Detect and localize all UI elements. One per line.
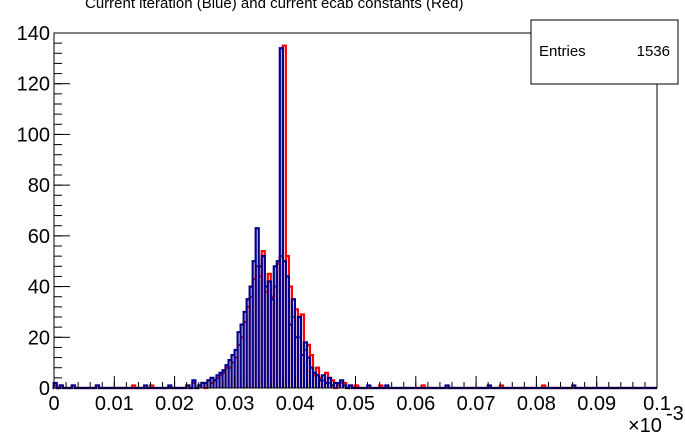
stats-box: Entries 1536	[530, 19, 679, 85]
y-tick-label: 0	[39, 378, 50, 400]
stats-entries-value: 1536	[637, 43, 670, 60]
x-tick-label: 0.03	[215, 393, 254, 415]
x-tick-label: 0.01	[95, 393, 134, 415]
stats-box-frame	[530, 19, 679, 85]
y-tick-label: 100	[17, 124, 50, 146]
y-tick-label: 20	[28, 327, 50, 349]
y-tick-label: 40	[28, 277, 50, 299]
series-red-histogram	[52, 44, 657, 390]
x-tick-label: 0.04	[276, 393, 315, 415]
y-tick-label: 120	[17, 74, 50, 96]
x-tick-label: 0	[48, 393, 59, 415]
plot-frame	[53, 32, 658, 389]
x-tick-label: 0.08	[517, 393, 556, 415]
x-multiplier-exponent: -3	[666, 403, 684, 425]
series-red-line	[52, 44, 657, 390]
x-tick-label: 0.09	[577, 393, 616, 415]
x-tick-label: 0.07	[457, 393, 496, 415]
y-tick-label: 60	[28, 226, 50, 248]
x-tick-label: 0.1	[643, 393, 671, 415]
y-tick-label: 140	[17, 23, 50, 45]
x-multiplier-base: ×10	[628, 415, 662, 437]
x-tick-label: 0.06	[396, 393, 435, 415]
x-multiplier: ×10 -3	[628, 403, 684, 437]
y-tick-label: 80	[28, 175, 50, 197]
x-axis: 0 0.01 0.02 0.03 0.04 0.05 0.06 0.07 0.08 0.09 0.1	[48, 376, 671, 415]
y-axis: 0 20 40 60 80 100 120 140	[17, 23, 70, 400]
stats-entries-label: Entries	[539, 43, 586, 60]
series-blue-histogram	[52, 47, 657, 390]
x-tick-label: 0.02	[155, 393, 194, 415]
x-tick-label: 0.05	[336, 393, 375, 415]
chart-title: Current iteration (Blue) and current eca…	[85, 0, 464, 12]
series-blue-line	[52, 47, 657, 390]
